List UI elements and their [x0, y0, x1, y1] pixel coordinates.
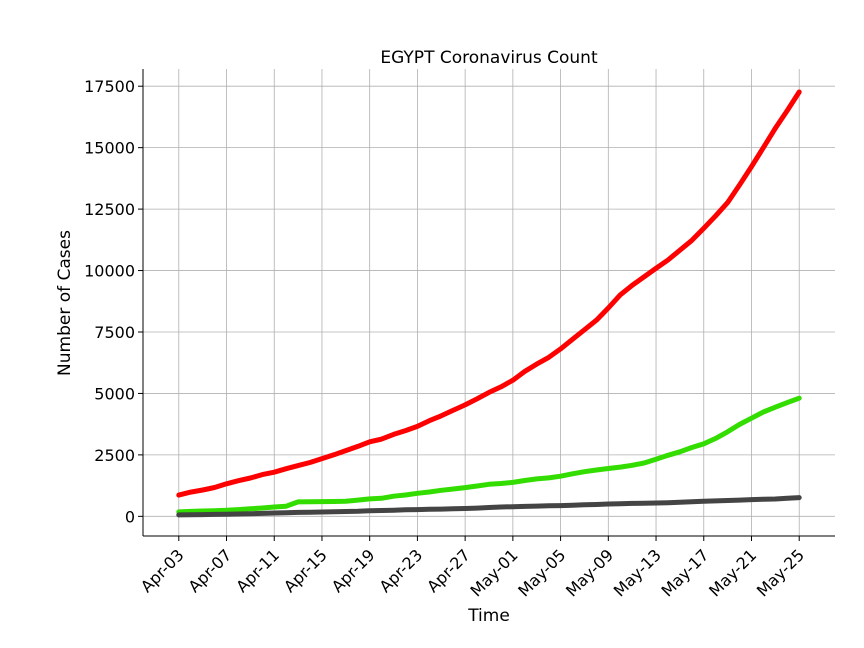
- y-tick-label: 0: [125, 507, 135, 526]
- y-tick-label: 10000: [84, 262, 135, 281]
- tick-labels: Apr-03Apr-07Apr-11Apr-15Apr-19Apr-23Apr-…: [84, 77, 808, 600]
- x-tick-label: Apr-03: [137, 545, 188, 596]
- x-tick-label: May-13: [610, 545, 665, 600]
- y-tick-label: 5000: [94, 384, 135, 403]
- axes: [138, 69, 835, 541]
- x-tick-label: May-01: [467, 545, 522, 600]
- grid: [143, 69, 835, 536]
- x-tick-label: Apr-15: [280, 545, 331, 596]
- chart-title: EGYPT Coronavirus Count: [380, 48, 598, 68]
- series-line-1: [176, 89, 802, 498]
- x-tick-label: May-09: [562, 545, 617, 600]
- x-tick-label: May-17: [657, 545, 712, 600]
- series-layer: [176, 89, 802, 518]
- x-tick-label: May-05: [514, 545, 569, 600]
- x-tick-label: Apr-19: [328, 545, 379, 596]
- y-tick-label: 17500: [84, 77, 135, 96]
- x-tick-label: Apr-07: [185, 545, 236, 596]
- y-tick-label: 12500: [84, 200, 135, 219]
- y-tick-label: 15000: [84, 139, 135, 158]
- x-tick-label: Apr-23: [375, 545, 426, 596]
- y-tick-label: 7500: [94, 323, 135, 342]
- series-line-3: [176, 495, 802, 518]
- x-tick-label: May-25: [753, 545, 808, 600]
- x-tick-label: Apr-11: [232, 545, 283, 596]
- x-tick-label: May-21: [705, 545, 760, 600]
- x-tick-label: Apr-27: [423, 545, 474, 596]
- y-axis-title: Number of Cases: [55, 230, 75, 376]
- y-tick-label: 2500: [94, 446, 135, 465]
- series-line-2: [176, 395, 802, 515]
- x-axis-title: Time: [467, 606, 510, 626]
